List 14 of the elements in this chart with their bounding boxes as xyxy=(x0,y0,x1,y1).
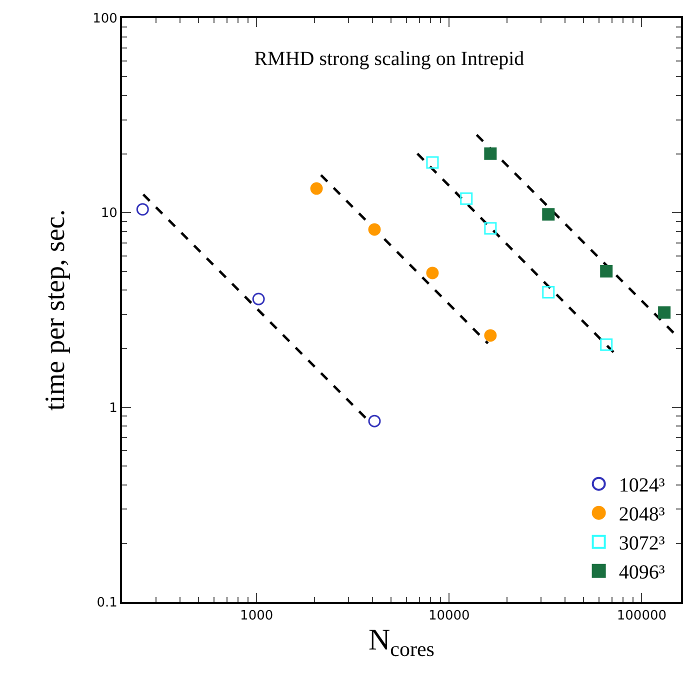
legend-label: 3072³ xyxy=(618,532,665,555)
legend-label: 4096³ xyxy=(618,562,665,584)
x-tick-label: 100000 xyxy=(616,608,667,624)
y-tick-label: 1 xyxy=(109,400,118,416)
legend-label: 2048³ xyxy=(618,504,665,526)
x-tick-label: 1000 xyxy=(240,608,274,624)
text: RMHD strong scaling on Intrepid xyxy=(254,48,524,70)
legend-label: 1024³ xyxy=(618,474,665,497)
y-tick-label: 0.1 xyxy=(96,596,118,611)
y-tick-label: 100 xyxy=(92,12,118,27)
y-axis-title: time per step, sec. xyxy=(40,209,71,411)
x-axis-title: N$_{cores}$ xyxy=(368,624,434,661)
y-tick-label: 10 xyxy=(100,206,118,222)
x-tick-label: 10000 xyxy=(428,608,470,624)
